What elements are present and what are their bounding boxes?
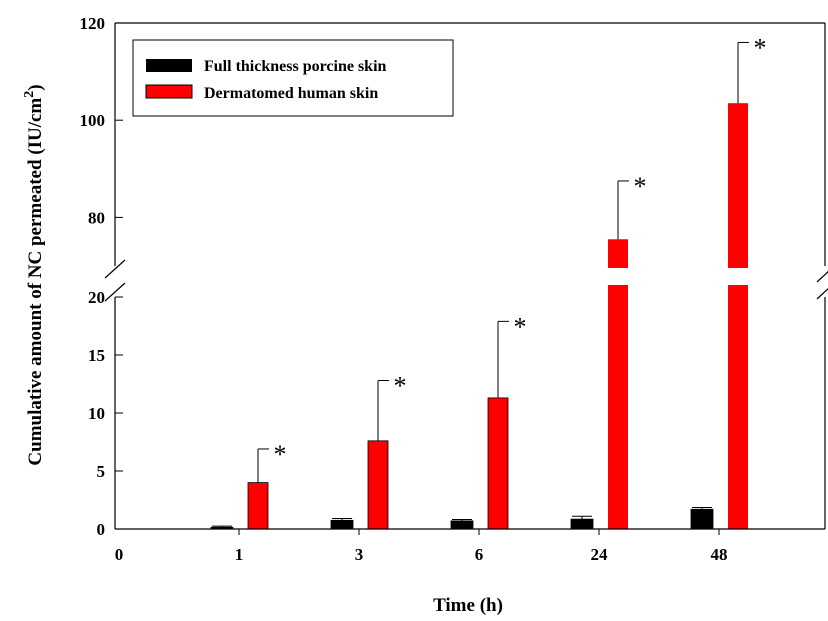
significance-star-3: * (394, 372, 407, 401)
y-tick-label-120: 120 (80, 14, 106, 33)
bar-1-24-lower (608, 285, 628, 529)
bar-1-48-upper (728, 103, 748, 268)
significance-star-48: * (754, 33, 767, 62)
axis-break-mark-right-1 (816, 270, 828, 283)
y-axis-title: Cumulative amount of NC permeated (IU/cm… (22, 84, 46, 465)
y-axis-title-main: Cumulative amount of NC permeated (IU/cm (25, 98, 46, 466)
bar-0-6 (450, 520, 474, 530)
legend-box (132, 39, 454, 117)
x-tick-label-0: 0 (115, 545, 124, 564)
legend-swatch-human (145, 84, 193, 99)
y-tick-label-10: 10 (88, 404, 105, 423)
y-tick-label-100: 100 (80, 111, 106, 130)
significance-star-1: * (274, 440, 287, 469)
bar-0-48 (690, 508, 714, 530)
x-tick-label-6: 6 (475, 545, 484, 564)
bar-1-3 (367, 440, 389, 530)
axis-break-mark-right-2 (816, 287, 828, 300)
y-tick-label-5: 5 (97, 462, 106, 481)
legend-label-porcine: Full thickness porcine skin (204, 58, 387, 75)
x-tick-label-24: 24 (591, 545, 609, 564)
bar-0-3 (330, 519, 354, 530)
x-axis-title: Time (h) (433, 595, 503, 616)
y-axis-title-superscript: 2 (22, 91, 37, 98)
x-tick-label-3: 3 (355, 545, 364, 564)
y-tick-label-20: 20 (88, 288, 105, 307)
significance-star-24: * (634, 172, 647, 201)
significance-star-6: * (514, 312, 527, 341)
bar-1-24-upper (608, 239, 628, 268)
x-tick-label-48: 48 (711, 545, 728, 564)
bar-1-1 (247, 482, 269, 530)
y-axis-title-close: ) (25, 84, 46, 90)
bar-1-6 (487, 397, 509, 530)
legend-label-human: Dermatomed human skin (204, 85, 378, 102)
y-tick-label-0: 0 (97, 520, 106, 539)
y-tick-label-80: 80 (88, 208, 105, 227)
axis-break-mark-left-2 (104, 282, 126, 302)
y-tick-label-15: 15 (88, 346, 105, 365)
x-tick-label-1: 1 (235, 545, 244, 564)
bar-1-48-lower (728, 285, 748, 529)
bar-0-24 (570, 518, 594, 530)
axis-break-mark-left-1 (104, 259, 126, 279)
legend-swatch-porcine (146, 59, 192, 72)
legend: Full thickness porcine skin Dermatomed h… (132, 39, 454, 117)
plot-area: * * * * * 0 5 10 15 20 80 100 120 0 1 3 6 24 48 (80, 14, 828, 564)
